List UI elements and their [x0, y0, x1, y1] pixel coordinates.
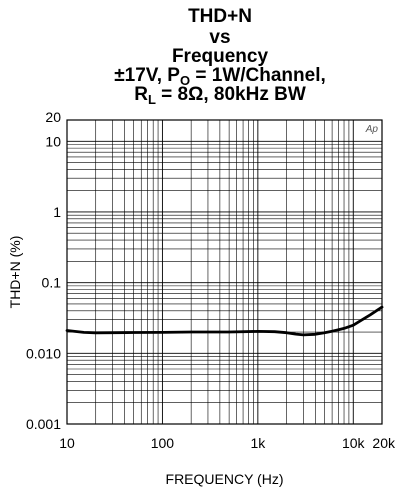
- x-tick-labels: 10 100 1k 10k 20k: [59, 435, 396, 451]
- title-line-2: vs: [209, 27, 230, 48]
- x-tick-label: 100: [151, 435, 175, 451]
- x-tick-label: 1k: [250, 435, 266, 451]
- x-axis-label: FREQUENCY (Hz): [166, 471, 284, 487]
- series-line: [65, 305, 384, 337]
- x-tick-label: 20k: [372, 435, 396, 451]
- title-line-4: ±17V, PO = 1W/Channel,: [114, 65, 326, 88]
- ap-annotation: Ap: [365, 124, 379, 135]
- y-tick-label: 0.1: [42, 275, 62, 291]
- plot-frame: [66, 119, 383, 425]
- y-tick-label: 1: [53, 204, 61, 220]
- chart-title: THD+N vs Frequency ±17V, PO = 1W/Channel…: [114, 6, 326, 107]
- y-tick-label: 0.001: [26, 416, 61, 432]
- y-tick-label: 10: [45, 133, 61, 149]
- x-tick-label: 10k: [342, 435, 366, 451]
- x-tick-label: 10: [59, 435, 75, 451]
- title-line-1: THD+N: [188, 6, 252, 27]
- y-tick-labels: 0.001 0.010 0.1 1 10 20: [26, 109, 61, 432]
- grid: [67, 120, 382, 424]
- title-line-5: RL = 8Ω, 80kHz BW: [134, 84, 306, 107]
- y-axis-label: THD+N (%): [7, 236, 23, 309]
- y-tick-label: 20: [45, 109, 61, 125]
- y-tick-label: 0.010: [26, 345, 61, 361]
- title-line-3: Frequency: [172, 46, 269, 67]
